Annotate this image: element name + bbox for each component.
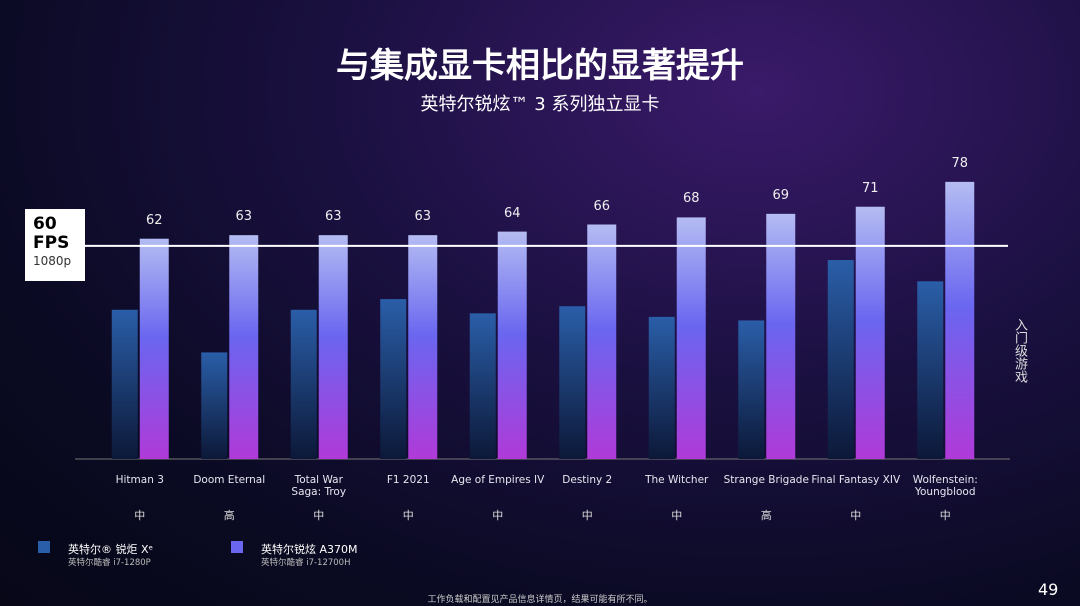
bar — [318, 235, 348, 459]
value-label: 66 — [593, 198, 611, 214]
reference-value: 60 — [33, 214, 57, 234]
value-label: 69 — [772, 187, 790, 203]
bar — [497, 231, 527, 459]
legend-detail: 英特尔酷睿 i7-12700H — [261, 558, 351, 568]
x-tick-label: Age of Empires IV — [451, 474, 545, 486]
x-tick-label: Strange Brigade — [723, 474, 809, 486]
bar — [559, 306, 586, 459]
bar — [738, 320, 765, 459]
quality-label: 中 — [939, 509, 951, 522]
side-label: 入门级游戏 — [1012, 318, 1027, 383]
bar — [648, 316, 675, 459]
value-label: 71 — [861, 180, 879, 196]
x-tick-label: Destiny 2 — [562, 474, 613, 486]
value-label: 78 — [951, 155, 969, 171]
value-label: 63 — [414, 209, 432, 225]
bar — [229, 235, 259, 459]
quality-label: 中 — [581, 509, 593, 522]
value-label: 63 — [235, 209, 253, 225]
bar — [676, 217, 706, 459]
bar — [201, 352, 228, 459]
bar — [766, 213, 796, 459]
reference-resolution: 1080p — [33, 254, 72, 268]
value-label: 68 — [682, 191, 700, 207]
footnote: 工作负载和配置见产品信息详情页，结果可能有所不同。 — [427, 595, 653, 605]
legend-swatch — [231, 541, 243, 553]
bar — [290, 309, 317, 459]
subtitle: 英特尔锐炫™ 3 系列独立显卡 — [420, 94, 660, 115]
x-tick-label: Final Fantasy XIV — [811, 474, 901, 486]
quality-label: 中 — [313, 509, 325, 522]
x-tick-label: Doom Eternal — [193, 474, 266, 486]
bar — [469, 313, 496, 459]
quality-label: 中 — [492, 509, 504, 522]
value-label: 63 — [324, 209, 342, 225]
bar — [855, 206, 885, 459]
bar — [380, 299, 407, 459]
quality-label: 高 — [760, 509, 772, 522]
quality-label: 中 — [402, 509, 414, 522]
bar — [945, 181, 975, 459]
reference-label: 60 FPS 1080p — [25, 209, 85, 281]
value-label: 62 — [145, 212, 163, 228]
x-tick-label: Hitman 3 — [115, 474, 164, 486]
quality-label: 中 — [671, 509, 683, 522]
legend-detail: 英特尔酷睿 i7-1280P — [68, 558, 151, 568]
x-tick-label: Total War Saga: Troy — [291, 474, 347, 498]
x-tick-label: Wolfenstein: Youngblood — [912, 474, 978, 498]
quality-label: 高 — [223, 509, 235, 522]
legend-label: 英特尔锐炫 A370M — [261, 543, 358, 556]
bar — [917, 281, 944, 459]
value-label: 64 — [503, 205, 521, 221]
legend-swatch — [38, 541, 50, 553]
bar — [111, 309, 138, 459]
legend-label: 英特尔® 锐炬 Xᵉ — [68, 543, 154, 556]
x-tick-label: The Witcher — [645, 474, 709, 486]
reference-unit: FPS — [33, 233, 70, 253]
bar — [408, 235, 438, 459]
quality-label: 中 — [134, 509, 146, 522]
bar — [587, 224, 617, 459]
title: 与集成显卡相比的显著提升 — [336, 46, 744, 86]
bar — [139, 238, 169, 459]
x-tick-label: F1 2021 — [386, 474, 430, 486]
quality-label: 中 — [850, 509, 862, 522]
page-number: 49 — [1038, 580, 1059, 599]
bar — [827, 260, 854, 459]
